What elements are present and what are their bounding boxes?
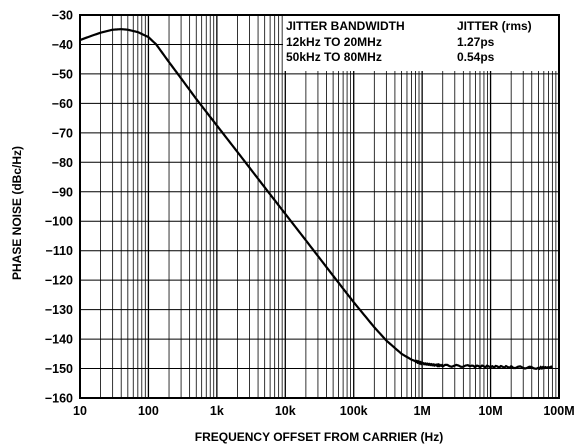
y-tick-label: −100 bbox=[45, 215, 73, 229]
y-tick-label: −60 bbox=[52, 97, 73, 111]
legend-header-jitter: JITTER (rms) bbox=[457, 19, 532, 33]
series-layer bbox=[79, 28, 554, 371]
x-tick-label: 100M bbox=[543, 404, 574, 418]
x-axis-label: FREQUENCY OFFSET FROM CARRIER (Hz) bbox=[195, 430, 443, 444]
y-tick-label: −140 bbox=[45, 333, 73, 347]
y-tick-label: −90 bbox=[52, 185, 73, 199]
y-tick-label: −70 bbox=[52, 126, 73, 140]
y-axis-label: PHASE NOISE (dBc/Hz) bbox=[10, 146, 24, 280]
legend-background bbox=[283, 15, 559, 71]
y-tick-label: −160 bbox=[45, 392, 73, 406]
y-tick-label: −80 bbox=[52, 156, 73, 170]
plot-frame bbox=[79, 14, 560, 399]
x-tick-label: 10k bbox=[275, 404, 296, 418]
x-tick-label: 1k bbox=[210, 404, 224, 418]
jitter-legend: JITTER BANDWIDTH JITTER (rms) 12kHz TO 20M… bbox=[283, 15, 559, 71]
y-tick-label: −50 bbox=[52, 67, 73, 81]
legend-bandwidth-value: 12kHz TO 20MHz bbox=[286, 35, 382, 49]
plot-border bbox=[79, 14, 560, 399]
x-tick-label: 1M bbox=[413, 404, 430, 418]
legend-jitter-value: 1.27ps bbox=[457, 35, 495, 49]
legend-header-bandwidth: JITTER BANDWIDTH bbox=[286, 19, 405, 33]
y-tick-label: −40 bbox=[52, 38, 73, 52]
x-tick-label: 10M bbox=[478, 404, 502, 418]
y-tick-label: −110 bbox=[46, 244, 74, 258]
phase-noise-series-line-0 bbox=[79, 28, 554, 371]
x-tick-label: 10 bbox=[73, 404, 87, 418]
y-tick-label: −130 bbox=[45, 303, 73, 317]
legend-bandwidth-value: 50kHz TO 80MHz bbox=[286, 50, 382, 64]
y-tick-label: −150 bbox=[45, 362, 73, 376]
x-tick-label: 100k bbox=[340, 404, 368, 418]
x-tick-label: 100 bbox=[138, 404, 159, 418]
grid bbox=[80, 15, 559, 398]
y-tick-label: −120 bbox=[45, 274, 73, 288]
y-tick-label: −30 bbox=[52, 9, 73, 23]
tick-labels: 10 100 1k 10k 100k 1M 10M 100M −30 −40 −50 −60 −70 −8… bbox=[45, 9, 575, 419]
legend-jitter-value: 0.54ps bbox=[457, 50, 495, 64]
